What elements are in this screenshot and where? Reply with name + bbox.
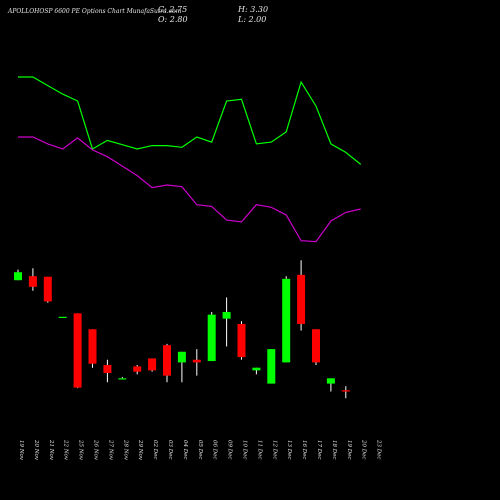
- candle-body-down: [28, 276, 37, 287]
- indicator-line-2: [18, 136, 361, 243]
- candle-body-up: [282, 278, 291, 363]
- x-tick-label: 11 Dec: [256, 440, 262, 460]
- candle-16-dec: [297, 260, 306, 331]
- candle-body-down: [297, 274, 306, 324]
- x-tick-label: 20 Nov: [33, 439, 39, 461]
- candle-22-nov: [58, 316, 67, 318]
- candle-26-nov: [88, 329, 97, 368]
- x-tick-label: 02 Dec: [152, 440, 158, 460]
- x-tick-label: 06 Dec: [212, 440, 218, 460]
- high-low-readout: H: 3.30 L: 2.00: [238, 5, 268, 25]
- indicator-line-1: [18, 76, 362, 165]
- low-value: L: 2.00: [238, 15, 267, 24]
- candle-body-up: [252, 367, 261, 371]
- x-tick-label: 13 Dec: [286, 440, 292, 460]
- candle-03-dec: [163, 343, 171, 383]
- open-value: O: 2.80: [158, 15, 188, 24]
- x-tick-label: 26 Nov: [93, 439, 99, 461]
- candle-body-down: [341, 390, 350, 392]
- candle-19-dec: [341, 386, 350, 399]
- close-value: C: 2.75: [158, 5, 188, 14]
- candle-body-down: [148, 358, 157, 371]
- candle-04-dec: [177, 351, 186, 383]
- candle-20-nov: [28, 268, 37, 291]
- candle-28-nov: [118, 376, 127, 380]
- candle-body-down: [192, 359, 201, 363]
- x-tick-label: 05 Dec: [197, 440, 203, 460]
- candle-body-down: [133, 366, 142, 372]
- candle-body-up: [267, 349, 276, 384]
- indicator-lines: [18, 76, 362, 243]
- open-close-readout: C: 2.75 O: 2.80: [158, 5, 188, 25]
- candle-body-up: [207, 314, 216, 362]
- candle-09-dec: [222, 297, 231, 347]
- candle-18-dec: [326, 378, 335, 392]
- candle-body-down: [103, 365, 112, 373]
- candle-body-down: [73, 313, 82, 388]
- candle-body-up: [58, 316, 67, 318]
- candle-body-up: [118, 378, 127, 380]
- candlesticks: [14, 260, 350, 399]
- candle-body-up: [222, 312, 231, 319]
- x-tick-label: 27 Nov: [107, 439, 113, 461]
- x-tick-label: 12 Dec: [271, 440, 277, 460]
- candle-body-down: [312, 329, 320, 363]
- candle-19-nov: [14, 269, 22, 281]
- x-tick-label: 25 Nov: [78, 439, 84, 461]
- x-tick-label: 09 Dec: [227, 440, 233, 460]
- x-tick-label: 18 Dec: [331, 440, 337, 460]
- candle-body-up: [326, 378, 335, 384]
- candle-body-up: [14, 272, 22, 281]
- x-tick-label: 17 Dec: [316, 440, 322, 460]
- x-axis-labels: 19 Nov 20 Nov 21 Nov 22 Nov 25 Nov 26 Nov 27 N…: [18, 439, 382, 461]
- x-tick-label: 19 Nov: [18, 440, 24, 461]
- candle-13-dec: [282, 276, 291, 363]
- x-tick-label: 03 Dec: [167, 440, 173, 460]
- candle-body-down: [237, 323, 246, 358]
- candle-25-nov: [73, 313, 82, 389]
- x-tick-label: 10 Dec: [242, 440, 248, 460]
- candle-27-nov: [103, 359, 112, 383]
- candle-body-down: [43, 276, 52, 302]
- x-tick-label: 22 Nov: [63, 439, 69, 461]
- high-value: H: 3.30: [238, 5, 269, 14]
- candle-body-up: [177, 351, 186, 363]
- candle-body-down: [88, 329, 97, 364]
- candle-11-dec: [252, 367, 261, 375]
- candle-12-dec: [267, 349, 276, 384]
- candle-21-nov: [43, 276, 52, 303]
- candle-06-dec: [207, 312, 216, 362]
- candle-05-dec: [192, 349, 201, 376]
- x-tick-label: 23 Dec: [376, 439, 382, 460]
- chart-title: APOLLOHOSP 6600 PE Options Chart MunafaS…: [8, 8, 182, 15]
- x-tick-label: 19 Dec: [346, 440, 352, 460]
- x-tick-label: 04 Dec: [182, 440, 188, 460]
- candle-29-nov: [133, 365, 142, 375]
- x-tick-label: 21 Nov: [48, 439, 54, 461]
- candle-10-dec: [237, 321, 246, 360]
- x-tick-label: 20 Dec: [361, 439, 367, 460]
- candle-body-down: [163, 345, 171, 376]
- x-tick-label: 29 Nov: [137, 439, 143, 461]
- x-tick-label: 28 Nov: [122, 439, 128, 461]
- x-tick-label: 16 Dec: [301, 440, 307, 460]
- candle-02-dec: [148, 358, 157, 372]
- candle-17-dec: [312, 329, 320, 366]
